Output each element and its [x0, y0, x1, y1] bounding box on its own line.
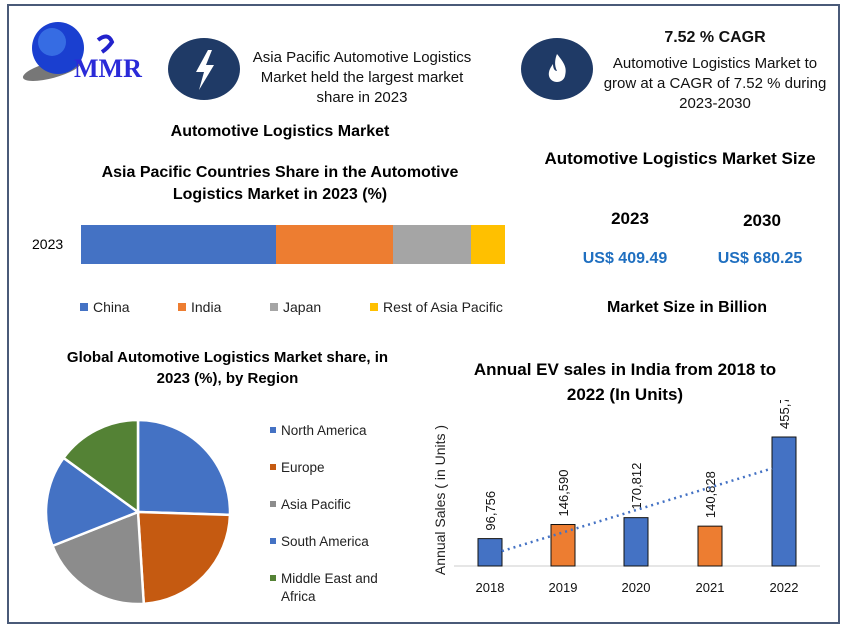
flame-icon	[521, 38, 593, 100]
pie-legend-item: Europe	[270, 459, 390, 477]
pie-chart	[44, 418, 232, 606]
legend-label: Asia Pacific	[281, 497, 351, 512]
pie-slice-south-america	[44, 456, 141, 548]
market-title: Automotive Logistics Market	[170, 123, 390, 140]
legend-label: China	[93, 299, 130, 315]
legend-label: South America	[281, 534, 369, 549]
ev-chart-title: Annual EV sales in India from 2018 to 20…	[473, 360, 777, 404]
pie-slice-asia-pacific	[50, 510, 146, 606]
bar-segment-india	[276, 225, 394, 264]
legend-india: India	[178, 299, 221, 315]
legend-label: Middle East and Africa	[281, 571, 378, 604]
pie-legend-item: Middle East and Africa	[270, 570, 390, 606]
legend-rest-of-asia-pacific: Rest of Asia Pacific	[370, 299, 503, 315]
legend-china: China	[80, 299, 130, 315]
stacked-bar-category: 2023	[32, 236, 64, 252]
highlight-text: Asia Pacific Automotive Logistics Market…	[252, 49, 472, 106]
logo-text: MMR	[74, 54, 142, 83]
data-label-2021: 140,828	[703, 471, 718, 518]
pie-legend-item: South America	[270, 533, 390, 551]
legend-label: Japan	[283, 299, 322, 315]
cagr-title: 7.52 % CAGR	[664, 29, 766, 46]
x-tick-2019: 2019	[549, 580, 578, 595]
ev-bar-chart: Annual Sales ( in Units ) 96,756 2018 146,5…	[432, 400, 820, 595]
x-tick-2021: 2021	[696, 580, 725, 595]
bar-2019	[550, 524, 576, 567]
year-2023: 2023	[611, 209, 649, 228]
x-tick-2020: 2020	[622, 580, 651, 595]
stacked-bar-title: Asia Pacific Countries Share in the Auto…	[101, 164, 459, 203]
bar-2018	[477, 538, 503, 567]
legend-japan: Japan	[270, 299, 321, 315]
year-2030: 2030	[743, 211, 781, 230]
legend-label: Europe	[281, 460, 325, 475]
globe-icon	[22, 22, 115, 81]
legend-label: India	[191, 299, 222, 315]
trendline	[501, 467, 773, 553]
y-axis-label: Annual Sales ( in Units )	[432, 425, 448, 575]
lightning-icon	[168, 38, 240, 100]
mmr-logo: MMR	[14, 22, 159, 84]
bar-segment-rest-of-asia-pacific	[471, 225, 505, 264]
bar-2020	[623, 517, 649, 567]
bar-2022	[771, 436, 797, 567]
frame-border	[7, 4, 840, 624]
value-2023: US$ 409.49	[582, 250, 668, 267]
data-label-2018: 96,756	[483, 491, 498, 531]
data-label-2019: 146,590	[556, 470, 571, 517]
legend-label: Rest of Asia Pacific	[383, 299, 503, 315]
x-tick-2018: 2018	[476, 580, 505, 595]
bar-segment-japan	[393, 225, 472, 264]
market-size-title: Automotive Logistics Market Size	[544, 149, 816, 168]
pie-slice-north-america	[136, 418, 232, 517]
pie-slice-europe	[136, 510, 232, 606]
pie-slice-middle-east-and-africa	[61, 418, 140, 515]
pie-legend-item: North America	[270, 422, 390, 440]
pie-title: Global Automotive Logistics Market share…	[66, 349, 389, 387]
pie-legend-item: Asia Pacific	[270, 496, 390, 514]
x-tick-2022: 2022	[770, 580, 799, 595]
data-label-2022: 455,773	[777, 400, 792, 429]
legend-label: North America	[281, 423, 367, 438]
value-2030: US$ 680.25	[717, 250, 803, 267]
cagr-text: Automotive Logistics Market to grow at a…	[603, 55, 827, 112]
bar-segment-china	[81, 225, 277, 264]
bar-2021	[697, 525, 723, 567]
market-size-unit: Market Size in Billion	[606, 299, 768, 316]
data-label-2020: 170,812	[629, 463, 644, 510]
stacked-bar	[81, 225, 505, 264]
